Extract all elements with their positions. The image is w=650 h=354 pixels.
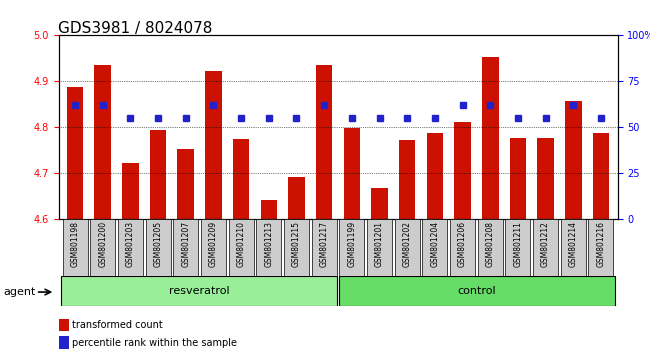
- Bar: [233, 139, 250, 219]
- FancyBboxPatch shape: [61, 276, 337, 306]
- Bar: [565, 101, 582, 219]
- Text: GSM801208: GSM801208: [486, 221, 495, 267]
- FancyBboxPatch shape: [229, 219, 254, 276]
- Bar: [150, 130, 166, 219]
- FancyBboxPatch shape: [533, 219, 558, 276]
- Text: GSM801217: GSM801217: [320, 221, 329, 267]
- FancyBboxPatch shape: [90, 219, 115, 276]
- FancyBboxPatch shape: [422, 219, 447, 276]
- Bar: [67, 87, 83, 219]
- Text: GSM801212: GSM801212: [541, 221, 550, 267]
- Bar: [426, 133, 443, 219]
- Bar: [122, 163, 138, 219]
- Text: GSM801205: GSM801205: [153, 221, 162, 267]
- FancyBboxPatch shape: [312, 219, 337, 276]
- Text: GDS3981 / 8024078: GDS3981 / 8024078: [58, 21, 213, 36]
- Text: GSM801206: GSM801206: [458, 221, 467, 267]
- Bar: [58, 319, 68, 331]
- Text: GSM801216: GSM801216: [597, 221, 605, 267]
- Bar: [454, 122, 471, 219]
- FancyBboxPatch shape: [62, 219, 88, 276]
- Bar: [399, 140, 415, 219]
- FancyBboxPatch shape: [506, 219, 530, 276]
- Bar: [288, 177, 305, 219]
- Bar: [344, 129, 360, 219]
- Text: transformed count: transformed count: [72, 320, 163, 330]
- FancyBboxPatch shape: [146, 219, 170, 276]
- Bar: [482, 57, 499, 219]
- Text: GSM801214: GSM801214: [569, 221, 578, 267]
- FancyBboxPatch shape: [478, 219, 502, 276]
- Text: control: control: [457, 286, 496, 296]
- Bar: [261, 200, 277, 219]
- FancyBboxPatch shape: [561, 219, 586, 276]
- Text: GSM801200: GSM801200: [98, 221, 107, 267]
- Text: GSM801203: GSM801203: [126, 221, 135, 267]
- Text: GSM801199: GSM801199: [347, 221, 356, 267]
- Text: GSM801210: GSM801210: [237, 221, 246, 267]
- Text: agent: agent: [3, 287, 36, 297]
- Text: GSM801204: GSM801204: [430, 221, 439, 267]
- FancyBboxPatch shape: [256, 219, 281, 276]
- FancyBboxPatch shape: [118, 219, 143, 276]
- Text: GSM801213: GSM801213: [265, 221, 273, 267]
- Text: GSM801198: GSM801198: [71, 221, 79, 267]
- Bar: [510, 138, 526, 219]
- Bar: [177, 149, 194, 219]
- FancyBboxPatch shape: [174, 219, 198, 276]
- Text: resveratrol: resveratrol: [169, 286, 230, 296]
- FancyBboxPatch shape: [588, 219, 614, 276]
- Text: GSM801207: GSM801207: [181, 221, 190, 267]
- Bar: [538, 138, 554, 219]
- Text: GSM801202: GSM801202: [403, 221, 411, 267]
- Bar: [205, 71, 222, 219]
- FancyBboxPatch shape: [450, 219, 475, 276]
- FancyBboxPatch shape: [201, 219, 226, 276]
- FancyBboxPatch shape: [339, 219, 364, 276]
- Text: GSM801215: GSM801215: [292, 221, 301, 267]
- FancyBboxPatch shape: [339, 276, 615, 306]
- Text: GSM801209: GSM801209: [209, 221, 218, 267]
- Text: GSM801201: GSM801201: [375, 221, 384, 267]
- Text: GSM801211: GSM801211: [514, 221, 523, 267]
- Bar: [58, 336, 68, 349]
- Bar: [593, 133, 609, 219]
- Text: percentile rank within the sample: percentile rank within the sample: [72, 338, 237, 348]
- FancyBboxPatch shape: [367, 219, 392, 276]
- FancyBboxPatch shape: [284, 219, 309, 276]
- FancyBboxPatch shape: [395, 219, 420, 276]
- Bar: [94, 65, 111, 219]
- Bar: [316, 65, 332, 219]
- Bar: [371, 188, 388, 219]
